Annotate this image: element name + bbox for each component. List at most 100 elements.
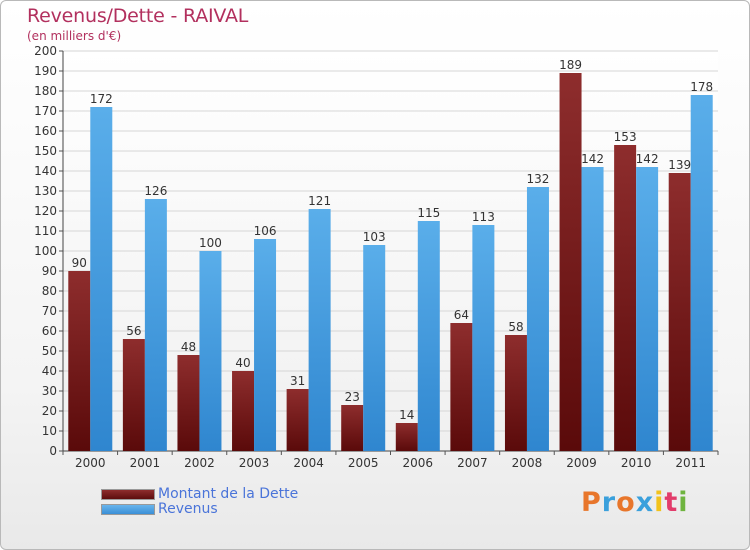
bar-dette (232, 371, 255, 451)
bar-revenus (199, 251, 222, 451)
x-tick-label: 2004 (293, 456, 324, 470)
data-label: 121 (308, 194, 331, 208)
bar-dette (341, 405, 364, 451)
logo-letter: t (664, 487, 679, 518)
bar-revenus (526, 187, 549, 451)
legend-label-dette: Montant de la Dette (158, 486, 299, 502)
bar-dette (504, 335, 527, 451)
bar-revenus (417, 221, 440, 451)
logo-letter: o (616, 487, 636, 518)
x-tick-label: 2010 (621, 456, 652, 470)
data-label: 103 (363, 230, 386, 244)
x-tick-label: 2002 (184, 456, 215, 470)
data-label: 100 (199, 236, 222, 250)
data-label: 139 (668, 158, 691, 172)
data-label: 90 (72, 256, 87, 270)
bar-revenus (308, 209, 331, 451)
logo-letter: P (581, 487, 602, 518)
y-tick-label: 190 (34, 64, 57, 78)
bar-dette (68, 271, 91, 451)
bar-revenus (581, 167, 604, 451)
bar-revenus (254, 239, 277, 451)
data-label: 40 (235, 356, 250, 370)
proxiti-logo: Proxiti (581, 487, 689, 518)
data-label: 14 (399, 408, 414, 422)
bar-dette (450, 323, 473, 451)
x-tick-label: 2000 (75, 456, 106, 470)
y-tick-label: 110 (34, 224, 57, 238)
data-label: 56 (126, 324, 141, 338)
legend-swatch-dette (101, 489, 155, 500)
y-tick-label: 20 (42, 404, 57, 418)
data-label: 142 (581, 152, 604, 166)
data-label: 132 (527, 172, 550, 186)
legend-label-revenus: Revenus (158, 501, 218, 517)
data-label: 23 (345, 390, 360, 404)
y-tick-label: 30 (42, 384, 57, 398)
y-tick-label: 160 (34, 124, 57, 138)
x-tick-label: 2008 (512, 456, 543, 470)
x-tick-label: 2005 (348, 456, 379, 470)
x-tick-label: 2011 (675, 456, 706, 470)
chart-subtitle: (en milliers d'€) (27, 29, 122, 43)
data-label: 64 (454, 308, 469, 322)
y-tick-label: 180 (34, 84, 57, 98)
y-tick-label: 90 (42, 264, 57, 278)
y-tick-label: 150 (34, 144, 57, 158)
y-tick-label: 200 (34, 44, 57, 58)
logo-letter: i (654, 487, 665, 518)
data-label: 48 (181, 340, 196, 354)
bar-revenus (144, 199, 167, 451)
data-label: 126 (144, 184, 167, 198)
bar-revenus (363, 245, 386, 451)
y-tick-label: 80 (42, 284, 57, 298)
bar-dette (668, 173, 691, 451)
bar-dette (286, 389, 309, 451)
data-label: 189 (559, 58, 582, 72)
y-tick-label: 130 (34, 184, 57, 198)
y-tick-label: 50 (42, 344, 57, 358)
y-tick-label: 10 (42, 424, 57, 438)
bar-revenus (690, 95, 713, 451)
logo-letter: r (601, 487, 617, 518)
data-label: 58 (508, 320, 523, 334)
data-label: 106 (254, 224, 277, 238)
logo-letter: i (678, 487, 689, 518)
chart-title: Revenus/Dette - RAIVAL (27, 5, 249, 27)
bar-dette (177, 355, 200, 451)
data-label: 31 (290, 374, 305, 388)
data-label: 142 (636, 152, 659, 166)
y-tick-label: 0 (49, 444, 57, 458)
data-label: 172 (90, 92, 113, 106)
bar-revenus (472, 225, 495, 451)
data-label: 178 (690, 80, 713, 94)
legend-item-dette: Montant de la Dette (101, 487, 298, 502)
logo-letter: x (635, 487, 655, 518)
legend-swatch-revenus (101, 504, 155, 515)
legend-item-revenus: Revenus (101, 502, 298, 517)
bar-revenus (636, 167, 659, 451)
x-tick-label: 2003 (239, 456, 270, 470)
y-tick-label: 40 (42, 364, 57, 378)
x-tick-label: 2006 (403, 456, 434, 470)
x-tick-label: 2009 (566, 456, 597, 470)
bar-dette (395, 423, 418, 451)
x-tick-label: 2001 (130, 456, 161, 470)
bar-dette (559, 73, 582, 451)
x-tick-label: 2007 (457, 456, 488, 470)
bar-revenus (90, 107, 113, 451)
y-tick-label: 60 (42, 324, 57, 338)
data-label: 115 (417, 206, 440, 220)
y-tick-label: 170 (34, 104, 57, 118)
bar-dette (122, 339, 145, 451)
bar-dette (614, 145, 637, 451)
y-tick-label: 120 (34, 204, 57, 218)
y-tick-label: 100 (34, 244, 57, 258)
legend: Montant de la Dette Revenus (101, 487, 298, 517)
data-label: 113 (472, 210, 495, 224)
y-tick-label: 70 (42, 304, 57, 318)
y-tick-label: 140 (34, 164, 57, 178)
data-label: 153 (614, 130, 637, 144)
